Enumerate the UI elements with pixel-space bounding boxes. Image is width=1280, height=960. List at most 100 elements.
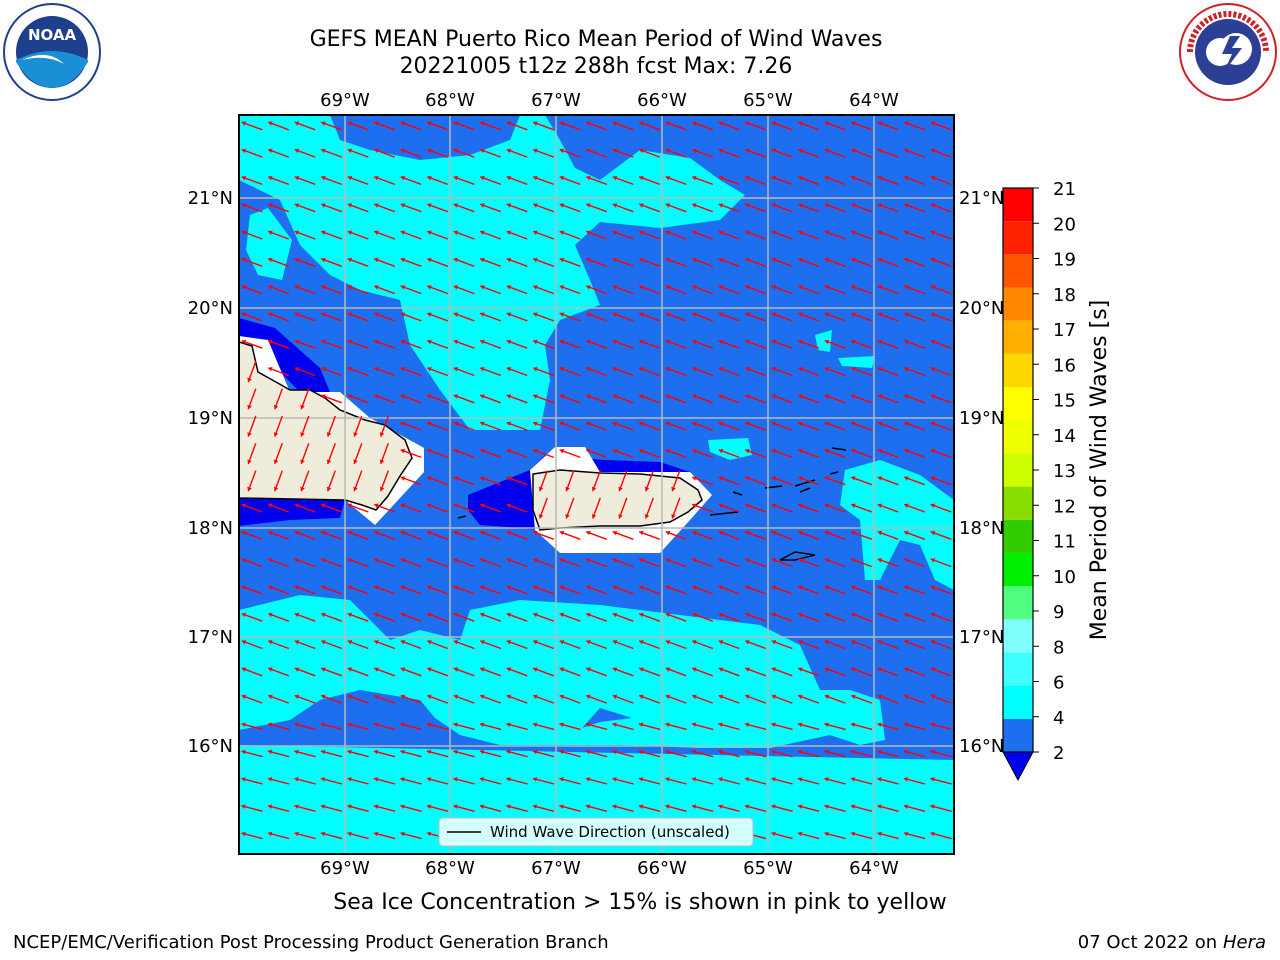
wave-arrow-head — [453, 175, 459, 181]
wave-arrow-head — [665, 121, 671, 126]
wave-arrow-head — [745, 394, 750, 399]
wave-arrow-head — [904, 694, 909, 700]
colorbar-tick-label: 16 — [1053, 355, 1076, 376]
wave-arrow-head — [268, 285, 273, 290]
wave-arrow-head — [877, 421, 883, 427]
wave-arrow-head — [241, 175, 247, 181]
colorbar-tick-label: 2 — [1053, 743, 1064, 764]
lon-label: 66°W — [637, 90, 687, 111]
land-puertorico — [532, 469, 703, 531]
lat-label: 18°N — [188, 518, 233, 539]
wave-arrow-head — [400, 421, 406, 427]
wave-arrow-head — [480, 203, 485, 208]
lat-label: 17°N — [959, 627, 1004, 648]
wave-arrow-head — [692, 121, 697, 126]
wave-arrow-head — [851, 612, 856, 618]
wave-arrow-head — [930, 421, 936, 427]
wave-arrow-head — [612, 530, 618, 536]
colorbar-tick-label: 17 — [1053, 320, 1076, 341]
wave-arrow-head — [506, 476, 512, 481]
wave-arrow-head — [241, 558, 247, 563]
colorbar-tick-label: 20 — [1053, 214, 1076, 235]
wave-arrow-head — [453, 722, 458, 727]
contour-cyan-south — [239, 595, 885, 748]
wave-arrow-head — [665, 640, 671, 645]
wave-arrow-head — [665, 230, 671, 235]
wave-arrow-head — [400, 804, 405, 809]
lon-label: 68°W — [425, 90, 475, 111]
wave-arrow-head — [824, 448, 830, 454]
colorbar-ticks: 21 20 19 18 17 16 15 14 13 12 11 10 9 8 6 4 2 — [1033, 179, 1076, 764]
wave-arrow-head — [824, 694, 830, 700]
wave-arrow-head — [798, 694, 803, 700]
wave-arrow-head — [427, 421, 432, 427]
wave-arrow-head — [692, 640, 697, 645]
wave-arrow-head — [321, 257, 326, 263]
wave-arrow-head — [506, 749, 511, 755]
wave-arrow-head — [294, 312, 300, 317]
wave-arrow-head — [877, 339, 883, 345]
wave-arrow-head — [798, 312, 803, 317]
wave-arrow-head — [321, 558, 326, 563]
wave-arrow-head — [586, 448, 591, 454]
wave-arrow-head — [665, 612, 671, 618]
wave-arrow-head — [427, 612, 432, 618]
wave-arrow-head — [400, 749, 405, 755]
wave-arrow-head — [904, 257, 909, 263]
wave-arrow-head — [904, 148, 909, 154]
colorbar-tick-label: 11 — [1053, 532, 1076, 553]
wave-arrow-head — [241, 777, 246, 782]
wave-arrow-head — [347, 339, 353, 345]
wave-arrow-head — [745, 694, 750, 700]
wave-arrow-head — [241, 148, 247, 154]
wave-arrow-head — [241, 230, 247, 235]
wave-arrow-head — [538, 514, 544, 519]
wave-arrow-head — [930, 285, 936, 290]
wave-arrow-head — [612, 421, 618, 427]
wave-arrow-head — [400, 831, 405, 837]
wave-arrow-head — [798, 421, 803, 427]
wave-arrow-head — [877, 394, 883, 399]
wave-arrow-head — [426, 777, 432, 782]
wave-arrow-head — [771, 804, 776, 809]
wave-arrow-head — [639, 339, 644, 345]
wave-arrow-head — [559, 121, 565, 126]
wave-arrow-head — [665, 312, 671, 317]
wave-arrow-head — [480, 476, 485, 481]
wave-arrow-head — [247, 432, 252, 437]
wave-arrow-head — [877, 612, 883, 618]
wave-arrow-head — [850, 777, 856, 782]
wave-arrow-head — [904, 448, 909, 454]
wave-arrow-head — [353, 459, 358, 464]
colorbar-band — [1003, 420, 1033, 454]
wave-arrow-head — [294, 530, 300, 536]
wave-arrow-head — [533, 203, 538, 208]
wave-arrow-head — [718, 503, 724, 508]
wave-arrow-head — [347, 367, 353, 372]
wave-arrow-head — [824, 530, 830, 536]
wave-arrow-head — [374, 148, 379, 154]
wave-arrow-head — [374, 612, 379, 618]
wave-arrow-head — [427, 694, 432, 700]
lon-label: 65°W — [743, 90, 793, 111]
wave-arrow-head — [904, 530, 909, 536]
wave-arrow-head — [559, 558, 565, 563]
wave-arrow-head — [268, 530, 273, 536]
wave-arrow-head — [400, 558, 406, 563]
map-plot-area — [239, 115, 954, 854]
wave-arrow-head — [851, 530, 856, 536]
wave-arrow-head — [618, 486, 623, 492]
wave-arrow-head — [347, 230, 353, 235]
wave-arrow-head — [798, 448, 803, 454]
wave-arrow-head — [904, 339, 909, 345]
wave-arrow-head — [321, 175, 326, 181]
wave-arrow-head — [745, 476, 750, 481]
wave-arrow-head — [533, 530, 538, 536]
wave-arrow-head — [321, 121, 326, 126]
wave-arrow-head — [586, 694, 591, 700]
wave-arrow-head — [665, 367, 671, 372]
wave-arrow-head — [586, 530, 591, 536]
wave-arrow-head — [374, 312, 379, 317]
wave-arrow-head — [877, 585, 883, 590]
wave-arrow-head — [851, 558, 856, 563]
